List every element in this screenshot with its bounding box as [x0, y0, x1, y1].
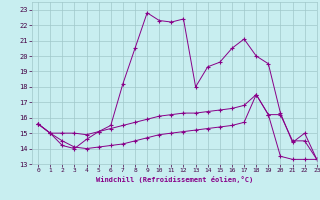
X-axis label: Windchill (Refroidissement éolien,°C): Windchill (Refroidissement éolien,°C) [96, 176, 253, 183]
